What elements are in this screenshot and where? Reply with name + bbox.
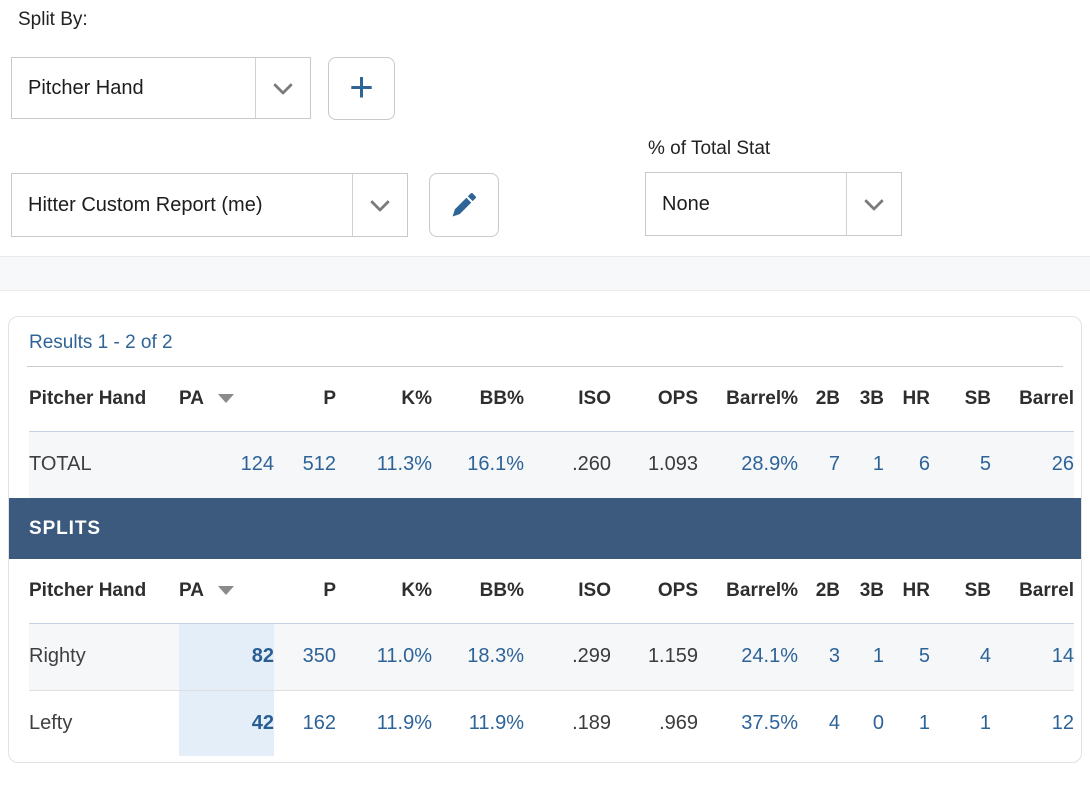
add-split-button[interactable]: +	[328, 57, 395, 120]
splits-table: Pitcher Hand PA P K% BB% ISO OPS Barrel%…	[29, 559, 1074, 756]
col-header-sb[interactable]: SB	[930, 559, 991, 624]
splits-section-header: SPLITS	[9, 498, 1081, 559]
split-row-righty: Righty 82 350 11.0% 18.3% .299 1.159 24.…	[29, 623, 1074, 690]
col-header-iso[interactable]: ISO	[524, 367, 611, 432]
chevron-down-icon	[864, 191, 884, 212]
total-2b: 7	[828, 453, 840, 476]
split-by-select-chevron-zone[interactable]	[255, 58, 310, 118]
righty-k-pct: 11.0%	[376, 645, 432, 667]
col-header-3b[interactable]: 3B	[840, 367, 884, 432]
col-header-2b[interactable]: 2B	[798, 367, 840, 432]
total-p: 512	[302, 453, 336, 476]
lefty-ops: .969	[611, 689, 698, 756]
lefty-k-pct: 11.9%	[336, 689, 432, 756]
col-header-p[interactable]: P	[274, 367, 336, 432]
col-header-k-pct[interactable]: K%	[336, 559, 432, 624]
summary-header-row: Pitcher Hand PA P K% BB% ISO OPS Barrel%…	[29, 367, 1074, 432]
split-by-select-value: Pitcher Hand	[28, 76, 144, 99]
col-header-hr[interactable]: HR	[884, 367, 930, 432]
total-hr: 6	[918, 453, 930, 476]
righty-2b: 3	[828, 645, 840, 667]
results-count: Results 1 - 2 of 2	[27, 317, 1063, 367]
total-3b: 1	[872, 453, 884, 476]
col-header-pa[interactable]: PA	[179, 559, 274, 624]
col-header-pa[interactable]: PA	[179, 367, 274, 432]
sort-desc-icon	[217, 586, 234, 596]
col-header-ops[interactable]: OPS	[611, 367, 698, 432]
total-barrel-pct: 28.9%	[741, 453, 798, 476]
lefty-bb-pct: 11.9%	[432, 689, 524, 756]
lefty-iso: .189	[524, 689, 611, 756]
plus-icon: +	[349, 62, 374, 110]
col-header-k-pct[interactable]: K%	[336, 367, 432, 432]
report-select-chevron-zone[interactable]	[352, 174, 407, 236]
total-row: TOTAL 124 512 11.3% 16.1% .260 1.093 28.…	[29, 431, 1074, 498]
pct-of-total-label: % of Total Stat	[648, 138, 771, 159]
col-header-barrel[interactable]: Barrel	[991, 559, 1074, 624]
total-bb-pct: 16.1%	[467, 453, 524, 476]
total-iso: .260	[572, 453, 611, 476]
sort-desc-icon	[217, 394, 234, 404]
righty-pa: 82	[179, 623, 274, 690]
summary-table: Pitcher Hand PA P K% BB% ISO OPS Barrel%…	[29, 367, 1074, 498]
lefty-sb: 1	[930, 689, 991, 756]
righty-barrel: 14	[1051, 645, 1074, 667]
lefty-pa: 42	[179, 689, 274, 756]
col-header-bb-pct[interactable]: BB%	[432, 559, 524, 624]
col-header-2b[interactable]: 2B	[798, 559, 840, 624]
filter-controls: Split By: Pitcher Hand + Hitter Custom R…	[0, 0, 1090, 256]
row-label: Righty	[29, 645, 86, 667]
col-header-hr[interactable]: HR	[884, 559, 930, 624]
col-header-pitcher-hand[interactable]: Pitcher Hand	[29, 367, 179, 432]
row-label: TOTAL	[29, 453, 92, 476]
righty-3b: 1	[872, 645, 884, 667]
total-sb: 5	[979, 453, 991, 476]
col-header-barrel[interactable]: Barrel	[991, 367, 1074, 432]
col-header-iso[interactable]: ISO	[524, 559, 611, 624]
edit-report-button[interactable]	[429, 173, 499, 237]
chevron-down-icon	[370, 192, 390, 213]
col-header-3b[interactable]: 3B	[840, 559, 884, 624]
lefty-2b: 4	[798, 689, 840, 756]
pct-of-total-select-chevron-zone[interactable]	[846, 173, 901, 235]
pct-of-total-select[interactable]: None	[645, 172, 902, 236]
divider-band	[0, 256, 1090, 291]
lefty-hr: 1	[884, 689, 930, 756]
righty-iso: .299	[572, 645, 611, 667]
row-label: Lefty	[29, 689, 179, 756]
righty-bb-pct: 18.3%	[467, 645, 524, 667]
lefty-3b: 0	[840, 689, 884, 756]
col-header-bb-pct[interactable]: BB%	[432, 367, 524, 432]
chevron-down-icon	[273, 75, 293, 96]
total-barrel: 26	[1051, 453, 1074, 476]
split-row-lefty: Lefty 42 162 11.9% 11.9% .189 .969 37.5%…	[29, 689, 1074, 756]
col-header-barrel-pct[interactable]: Barrel%	[698, 367, 798, 432]
split-by-label: Split By:	[18, 9, 88, 30]
pencil-icon	[452, 193, 476, 217]
pct-of-total-select-value: None	[662, 192, 710, 215]
split-by-select[interactable]: Pitcher Hand	[11, 57, 311, 119]
lefty-p: 162	[274, 689, 336, 756]
total-ops: 1.093	[647, 453, 698, 476]
lefty-barrel-pct: 37.5%	[698, 689, 798, 756]
col-header-barrel-pct[interactable]: Barrel%	[698, 559, 798, 624]
lefty-barrel: 12	[991, 689, 1074, 756]
righty-sb: 4	[979, 645, 991, 667]
results-card: Results 1 - 2 of 2 Pitcher Hand PA P K% …	[8, 316, 1082, 763]
total-pa: 124	[240, 453, 274, 476]
col-header-pitcher-hand[interactable]: Pitcher Hand	[29, 559, 179, 624]
righty-hr: 5	[918, 645, 930, 667]
righty-ops: 1.159	[647, 645, 698, 667]
report-select-value: Hitter Custom Report (me)	[28, 193, 263, 216]
righty-barrel-pct: 24.1%	[741, 645, 798, 667]
col-header-p[interactable]: P	[274, 559, 336, 624]
splits-header-row: Pitcher Hand PA P K% BB% ISO OPS Barrel%…	[29, 559, 1074, 624]
col-header-ops[interactable]: OPS	[611, 559, 698, 624]
report-select[interactable]: Hitter Custom Report (me)	[11, 173, 408, 237]
total-k-pct: 11.3%	[376, 453, 432, 476]
righty-p: 350	[302, 645, 336, 667]
col-header-sb[interactable]: SB	[930, 367, 991, 432]
